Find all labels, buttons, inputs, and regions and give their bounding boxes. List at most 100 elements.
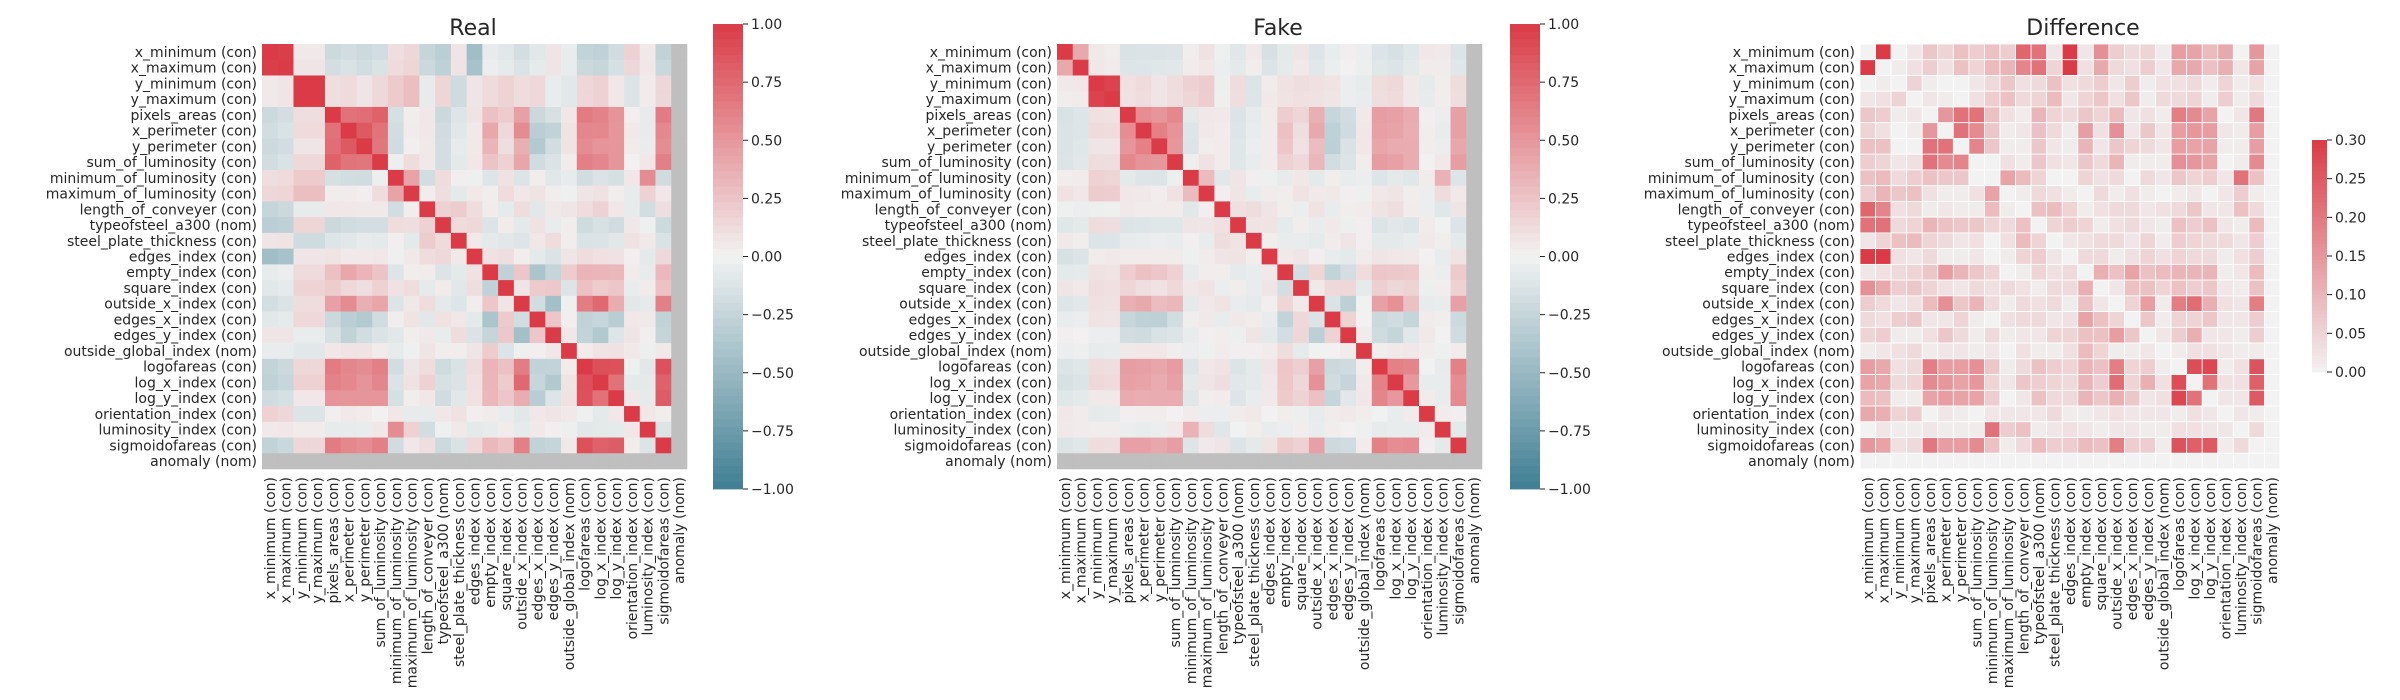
heatmap-cell [655, 327, 672, 344]
heatmap-cell [1403, 390, 1420, 407]
colorbar-segment [2312, 356, 2327, 361]
heatmap-cell [2232, 311, 2250, 328]
column-label: y_minimum (con) [1089, 477, 1105, 599]
heatmap-cell [529, 75, 546, 92]
heatmap-cell [435, 138, 452, 155]
heatmap-cell [387, 295, 404, 312]
heatmap-cell [2061, 232, 2079, 250]
colorbar-segment [1510, 24, 1540, 33]
row-label: anomaly (nom) [150, 454, 257, 470]
colorbar-tick-label: 0.50 [751, 133, 782, 149]
heatmap-cell [1293, 280, 1310, 297]
heatmap-cell [1245, 358, 1262, 375]
heatmap-cell [466, 232, 483, 249]
colorbar-segment [1510, 481, 1540, 490]
heatmap-cell [2248, 342, 2265, 360]
heatmap-cell [1245, 343, 1262, 360]
heatmap-cell [1230, 169, 1247, 186]
heatmap-cell [387, 248, 404, 265]
heatmap-cell [1419, 91, 1436, 108]
heatmap-cell [2248, 106, 2265, 124]
heatmap-cell [2108, 138, 2125, 155]
heatmap-cell [2108, 342, 2125, 360]
heatmap-cell [1072, 185, 1089, 202]
colorbar-segment [713, 264, 743, 273]
heatmap-cell [1214, 91, 1231, 108]
heatmap-cell [2092, 326, 2110, 344]
heatmap-cell [435, 75, 452, 92]
heatmap-cell [2248, 405, 2265, 423]
heatmap-cell [1214, 59, 1231, 76]
heatmap-cell [403, 75, 420, 92]
heatmap-cell [2232, 75, 2250, 92]
heatmap-cell [1434, 106, 1451, 123]
heatmap-cell [482, 343, 499, 360]
heatmap-cell [1968, 295, 1985, 312]
heatmap-cell [466, 106, 483, 123]
heatmap-cell [1324, 453, 1341, 470]
heatmap-cell [262, 138, 279, 155]
row-label: minimum_of_luminosity (con) [1648, 171, 1855, 187]
heatmap-cell [1859, 311, 1876, 328]
heatmap-cell [1104, 264, 1121, 281]
heatmap-cell [2046, 342, 2063, 360]
heatmap-cell [450, 343, 467, 360]
colorbar-segment [713, 225, 743, 234]
colorbar-segment [2312, 259, 2327, 265]
heatmap-cell [419, 311, 436, 328]
heatmap-cell [1230, 374, 1247, 391]
heatmap-cell [576, 91, 593, 108]
heatmap-cell [1057, 44, 1074, 61]
heatmap-cell [2124, 153, 2141, 171]
heatmap-cell [1466, 437, 1483, 454]
heatmap-cell [1419, 169, 1436, 186]
row-label: y_minimum (con) [135, 76, 257, 92]
heatmap-cell [576, 358, 593, 375]
colorbar-segment [2312, 348, 2327, 354]
heatmap-cell [466, 122, 483, 139]
heatmap-cell [561, 421, 578, 438]
heatmap-cell [1245, 44, 1262, 61]
heatmap-cell [1072, 75, 1089, 92]
heatmap-cell [403, 327, 420, 344]
column-label: pixels_areas (con) [1121, 477, 1137, 603]
colorbar-segment [1510, 295, 1540, 304]
heatmap-cell [1088, 44, 1105, 61]
heatmap-cell [372, 217, 389, 234]
heatmap-cell [277, 217, 294, 234]
heatmap-cell [1245, 122, 1262, 139]
heatmap-cell [1875, 232, 1892, 250]
heatmap-cell [1466, 91, 1483, 108]
heatmap-cell [277, 201, 294, 218]
column-label: steel_plate_thickness (con) [1247, 477, 1263, 667]
heatmap-cell [1119, 437, 1136, 454]
colorbar-segment [2312, 333, 2327, 338]
heatmap-cell [1859, 59, 1876, 76]
heatmap-cell [293, 311, 310, 328]
heatmap-cell [1968, 138, 1985, 155]
heatmap-cell [1466, 406, 1483, 423]
heatmap-cell [1419, 374, 1436, 391]
heatmap-cell [1261, 453, 1278, 470]
heatmap-cell [2030, 437, 2048, 454]
heatmap-cell [1182, 327, 1199, 344]
heatmap-cell [277, 106, 294, 123]
heatmap-cell [1119, 374, 1136, 391]
heatmap-cell [1261, 185, 1278, 202]
heatmap-cell [1167, 295, 1184, 312]
colorbar-segment [713, 403, 743, 412]
column-label: empty_index (con) [483, 477, 499, 608]
heatmap-cell [1135, 75, 1152, 92]
colorbar-segment [2312, 298, 2327, 303]
heatmap-cell [1072, 437, 1089, 454]
colorbar-segment [713, 217, 743, 226]
colorbar-segment [713, 279, 743, 288]
heatmap-cell [545, 358, 562, 375]
heatmap-cell [450, 91, 467, 108]
column-label: maximum_of_luminosity (con) [2001, 477, 2017, 688]
heatmap-cell [482, 232, 499, 249]
heatmap-cell [2264, 169, 2281, 187]
heatmap-cell [1921, 326, 1939, 344]
heatmap-cell [2248, 43, 2265, 61]
heatmap-cell [671, 59, 688, 76]
